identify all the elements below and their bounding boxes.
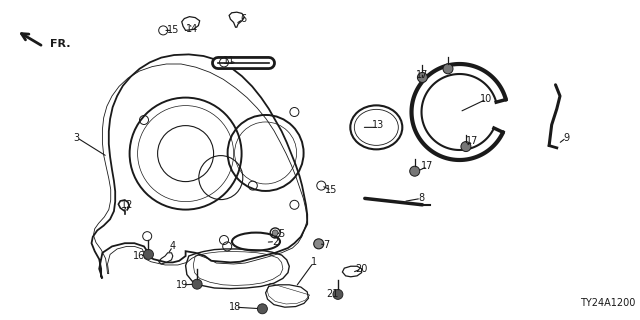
Text: 7: 7 — [323, 240, 330, 250]
Text: 15: 15 — [166, 25, 179, 36]
Text: FR.: FR. — [51, 39, 71, 49]
Circle shape — [333, 289, 343, 300]
Text: 3: 3 — [74, 132, 80, 143]
Text: 17: 17 — [421, 161, 434, 172]
Circle shape — [461, 141, 471, 152]
Circle shape — [417, 72, 428, 83]
Circle shape — [192, 279, 202, 289]
Text: 8: 8 — [418, 193, 424, 204]
Circle shape — [314, 239, 324, 249]
Circle shape — [443, 64, 453, 74]
Text: TY24A1200: TY24A1200 — [580, 298, 635, 308]
Text: 5: 5 — [278, 228, 285, 239]
Text: 2: 2 — [272, 236, 278, 247]
Text: 15: 15 — [325, 185, 338, 196]
Text: 21: 21 — [326, 289, 339, 300]
Text: 6: 6 — [240, 14, 246, 24]
Text: 12: 12 — [120, 200, 133, 210]
Text: 1: 1 — [310, 257, 317, 268]
Text: 20: 20 — [355, 264, 368, 274]
Text: 10: 10 — [480, 94, 493, 104]
Circle shape — [410, 166, 420, 176]
Text: 18: 18 — [229, 302, 242, 312]
Text: 13: 13 — [371, 120, 384, 130]
Circle shape — [143, 249, 154, 260]
Text: 14: 14 — [186, 24, 198, 34]
Text: 4: 4 — [170, 241, 176, 252]
Text: 11: 11 — [223, 56, 236, 66]
Circle shape — [272, 230, 278, 236]
Text: 17: 17 — [416, 70, 429, 80]
Text: 17: 17 — [466, 136, 479, 146]
Circle shape — [257, 304, 268, 314]
Text: 9: 9 — [563, 132, 570, 143]
Text: 16: 16 — [133, 251, 146, 261]
Text: 19: 19 — [176, 280, 189, 290]
